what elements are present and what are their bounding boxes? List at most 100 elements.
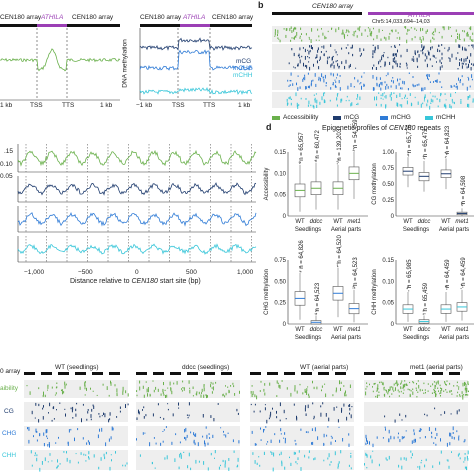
e-mark [305,391,307,393]
e-mark [144,432,146,434]
b-mark [297,87,299,91]
c-xtick-1: −500 [78,269,93,276]
d-n-3-1: n = 65,459 [423,282,429,311]
e-track-segment-3-0 [364,372,375,375]
b-mark [341,61,343,65]
e-mark [167,387,169,389]
e-mark [163,382,164,386]
e-mark [164,457,166,460]
e-mark [151,461,153,465]
e-mark [198,460,200,463]
e-mark-met1-access [404,380,406,382]
e-mark [179,441,181,444]
e-mark [452,426,454,431]
b-mark [386,83,388,86]
e-mark [162,391,164,394]
e-mark-met1-access [375,395,377,398]
e-track-segment-1-1 [153,372,164,375]
b-mark [305,98,307,100]
e-mark [448,465,450,469]
d-genotype-1-1: ddcc [418,219,431,225]
e-mark [182,380,184,383]
e-mark [400,386,402,389]
e-mark [424,464,426,468]
legend-accessibility-swatch [272,116,280,120]
e-mark [432,465,434,468]
e-mark [36,431,38,433]
e-mark [211,391,213,394]
row-label-cg: CG [4,408,14,415]
e-mark [330,441,332,445]
b-mark [310,39,312,43]
b-mark [401,87,403,90]
e-mark [382,381,384,384]
e-mark [304,407,306,412]
e-mark [108,419,110,423]
b-mark [335,60,337,63]
b-mark [427,50,429,52]
e-mark [99,415,101,418]
b-mark [345,100,347,102]
e-mark-met1-access [434,391,436,394]
b-mark [395,29,397,32]
e-mark [67,441,69,446]
d-genotype-0-0: WT [295,219,305,225]
e-mark [418,384,420,389]
b-mark [363,48,365,51]
e-mark [185,437,187,441]
b-mark [356,103,358,105]
b-mark [302,78,304,80]
b-mark [363,72,365,74]
b-mark [404,94,406,97]
d-outlier [337,265,339,268]
e-mark [26,385,28,387]
d-outlier [314,159,316,162]
b-mark [440,92,442,95]
e-mark [205,426,207,429]
b-mark [464,47,466,51]
e-mark [204,442,206,447]
b-mark [390,92,392,96]
e-mark [66,451,67,454]
e-mark [263,388,265,392]
e-mark-met1-access [376,390,378,392]
e-mark [279,453,281,456]
b-mark [353,34,355,37]
b-mark [431,46,433,49]
e-mark [419,437,421,439]
e-mark [250,403,252,406]
b-mark [438,31,440,34]
e-mark [224,463,226,468]
e-mark [274,433,276,436]
e-mark [152,380,154,382]
c-ytick-1: 0.10 [0,161,13,168]
c-xtick-3: 500 [186,269,197,276]
e-mark [251,393,253,397]
b-mark [439,59,441,63]
e-mark [56,467,58,469]
e-mark-met1-access [393,390,395,392]
e-mark-met1-access [457,391,459,394]
b-mark [451,53,453,58]
e-mark [75,408,77,412]
e-mark [56,409,57,411]
e-mark [72,406,74,411]
b-mark [315,83,317,87]
b-mark [357,27,359,30]
e-mark [449,442,451,446]
e-mark [83,453,85,456]
b-mark [424,59,426,62]
e-mark [214,457,215,459]
track-label-athila-left: ATHILA [41,14,64,21]
b-mark [444,47,446,49]
a-right-mchg-line [139,49,253,71]
b-mark [390,96,392,101]
e-mark [109,466,111,471]
e-mark [336,406,338,408]
b-mark [311,28,313,32]
b-mark [336,104,338,107]
d-outlier [406,287,408,289]
e-mark [44,394,46,398]
legend-accessibility: Accessibility [283,114,319,121]
e-mark-met1-access [435,390,437,393]
